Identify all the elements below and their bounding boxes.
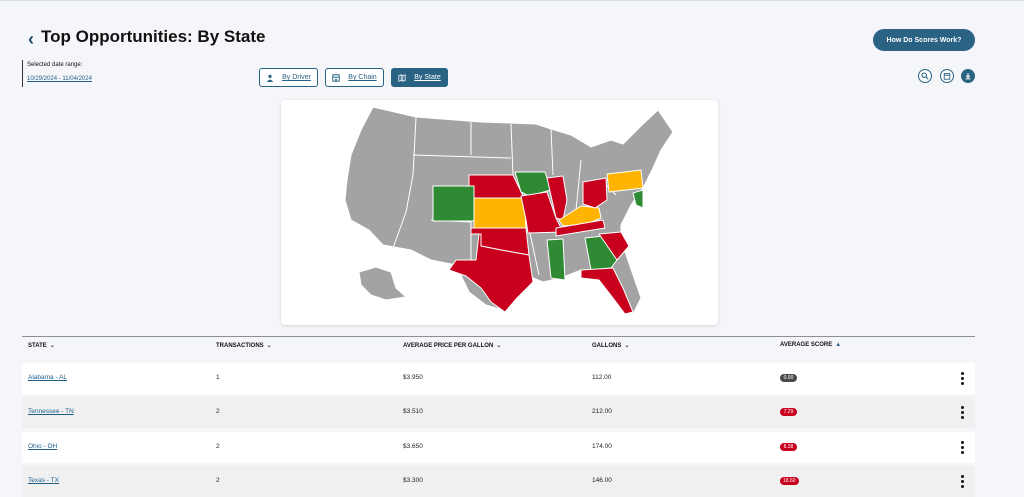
- score-badge: 7.29: [780, 408, 797, 416]
- store-icon: [332, 73, 340, 82]
- score-badge: 8.38: [780, 443, 797, 451]
- price-value: $3.650: [403, 443, 423, 450]
- date-range-link[interactable]: 10/29/2024 - 11/04/2024: [27, 76, 92, 82]
- price-value: $3.300: [403, 477, 423, 484]
- table-row: Texas - TX 2 $3.300 146.00 18.60: [22, 466, 975, 497]
- score-badge: 0.00: [780, 374, 797, 382]
- chevron-down-icon: ⌄: [496, 343, 502, 349]
- map-tennessee: [555, 219, 606, 237]
- gallons-value: 112.00: [592, 374, 612, 381]
- table-row: Tennessee - TN 2 $3.510 212.00 7.29: [22, 397, 975, 428]
- chevron-down-icon: ⌄: [49, 343, 55, 349]
- person-icon: [266, 74, 274, 82]
- col-price-label: AVERAGE PRICE PER GALLON: [403, 342, 494, 349]
- col-gallons-label: GALLONS: [592, 342, 622, 349]
- calendar-icon[interactable]: [940, 69, 954, 83]
- search-icon[interactable]: [918, 69, 932, 83]
- download-icon[interactable]: [961, 69, 975, 83]
- sort-asc-icon: ▲: [835, 342, 842, 348]
- tab-by-state[interactable]: By State: [391, 68, 448, 87]
- tab-by-driver[interactable]: By Driver: [259, 68, 318, 87]
- map-texas: [448, 233, 534, 313]
- table-row: Alabama - AL 1 $3.950 112.00 0.00: [22, 363, 975, 394]
- table-divider: [22, 336, 975, 337]
- tab-by-driver-label: By Driver: [282, 74, 311, 81]
- gallons-value: 174.00: [592, 443, 612, 450]
- map-alaska: [358, 266, 407, 301]
- col-transactions-header[interactable]: TRANSACTIONS ⌄: [216, 342, 272, 350]
- state-link[interactable]: Alabama - AL: [28, 374, 68, 381]
- back-chevron-icon[interactable]: ‹: [28, 28, 34, 49]
- transactions-value: 2: [216, 408, 220, 415]
- transactions-value: 2: [216, 477, 220, 484]
- map-kansas: [473, 197, 527, 229]
- state-link[interactable]: Texas - TX: [28, 477, 59, 484]
- col-state-header[interactable]: STATE ⌄: [28, 342, 55, 350]
- top-divider: [0, 0, 1024, 1]
- map-illinois: [546, 175, 568, 221]
- col-transactions-label: TRANSACTIONS: [216, 342, 264, 349]
- map-maryland: [632, 189, 644, 209]
- gallons-value: 146.00: [592, 477, 612, 484]
- price-value: $3.950: [403, 374, 423, 381]
- map-nebraska: [468, 174, 525, 199]
- map-colorado: [432, 185, 475, 222]
- how-scores-work-button[interactable]: How Do Scores Work?: [873, 29, 975, 51]
- map-icon: [398, 73, 406, 82]
- us-state-map: [281, 100, 718, 325]
- price-value: $3.510: [403, 408, 423, 415]
- col-gallons-header[interactable]: GALLONS ⌄: [592, 342, 630, 350]
- more-options-icon[interactable]: [960, 441, 964, 454]
- date-range: Selected date range: 10/29/2024 - 11/04/…: [22, 60, 92, 87]
- state-link[interactable]: Ohio - OH: [28, 443, 58, 450]
- col-score-header[interactable]: AVERAGE SCORE ▲: [780, 342, 841, 348]
- chevron-down-icon: ⌄: [266, 343, 272, 349]
- us-map-graphic: [344, 106, 674, 315]
- chevron-down-icon: ⌄: [624, 343, 630, 349]
- page-title: Top Opportunities: By State: [41, 27, 266, 46]
- map-florida: [580, 267, 634, 315]
- map-georgia: [584, 235, 618, 271]
- tab-by-chain[interactable]: By Chain: [325, 68, 384, 87]
- more-options-icon[interactable]: [960, 475, 964, 488]
- col-price-header[interactable]: AVERAGE PRICE PER GALLON ⌄: [403, 342, 502, 350]
- tab-by-state-label: By State: [414, 74, 441, 81]
- transactions-value: 2: [216, 443, 220, 450]
- col-state-label: STATE: [28, 342, 47, 349]
- state-link[interactable]: Tennessee - TN: [28, 408, 74, 415]
- more-options-icon[interactable]: [960, 406, 964, 419]
- col-score-label: AVERAGE SCORE: [780, 342, 833, 348]
- map-pennsylvania: [606, 169, 644, 193]
- date-range-label: Selected date range:: [27, 62, 83, 68]
- more-options-icon[interactable]: [960, 372, 964, 385]
- map-south-carolina: [598, 231, 630, 261]
- transactions-value: 1: [216, 374, 220, 381]
- table-row: Ohio - OH 2 $3.650 174.00 8.38: [22, 432, 975, 463]
- map-kentucky: [558, 205, 602, 227]
- map-mississippi: [546, 238, 566, 281]
- map-ohio: [582, 177, 608, 209]
- gallons-value: 212.00: [592, 408, 612, 415]
- score-badge: 18.60: [780, 477, 799, 485]
- tab-by-chain-label: By Chain: [348, 74, 377, 81]
